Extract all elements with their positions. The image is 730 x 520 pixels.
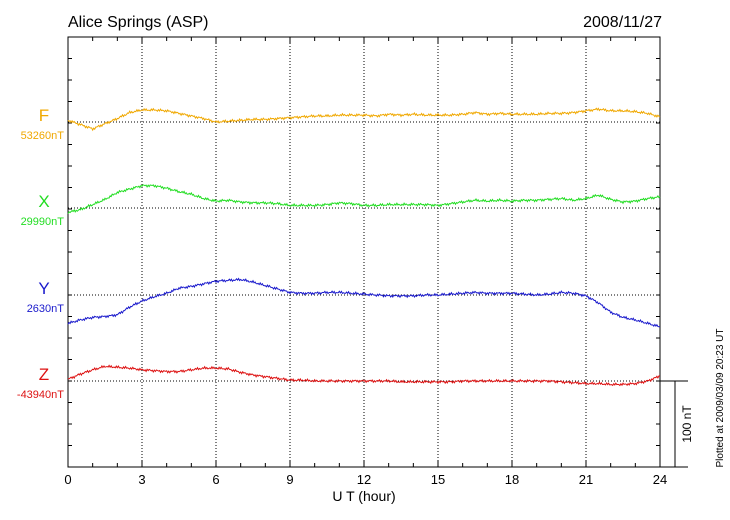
series-line-y — [67, 277, 661, 328]
series-name-f: F — [39, 106, 49, 125]
series-line-z — [67, 364, 661, 387]
scale-bar: 100 nT — [660, 380, 694, 468]
plot-frame — [67, 36, 661, 468]
series-baseline-label-x: 29990nT — [21, 216, 65, 228]
x-tick-labels: 0 3 6 9 12 15 18 21 24 — [64, 472, 667, 487]
x-tick-label-6: 6 — [212, 472, 219, 487]
series-name-y: Y — [38, 279, 49, 298]
x-tick-label-12: 12 — [357, 472, 371, 487]
scale-bar-label: 100 nT — [680, 405, 694, 443]
chart-date: 2008/11/27 — [583, 14, 662, 31]
series-baseline-label-y: 2630nT — [27, 303, 65, 315]
x-tick-label-15: 15 — [431, 472, 445, 487]
x-tick-label-0: 0 — [64, 472, 71, 487]
x-tick-label-3: 3 — [138, 472, 145, 487]
axis-ticks — [67, 36, 661, 468]
series-line-x — [67, 184, 661, 214]
x-tick-label-18: 18 — [505, 472, 519, 487]
series-line-f — [67, 107, 661, 132]
x-axis-label: U T (hour) — [332, 488, 395, 504]
series-name-z: Z — [39, 365, 49, 384]
x-tick-label-9: 9 — [286, 472, 293, 487]
grid-lines — [141, 37, 587, 467]
chart-title: Alice Springs (ASP) — [68, 14, 209, 31]
series-baseline-label-z: -43940nT — [17, 389, 64, 401]
x-tick-label-24: 24 — [653, 472, 667, 487]
series-labels: F 53260nT X 29990nT Y 2630nT Z -43940nT — [17, 106, 64, 401]
series-baseline-label-f: 53260nT — [21, 130, 65, 142]
plotted-note: Plotted at 2009/03/09 20:23 UT — [715, 329, 726, 468]
series-name-x: X — [38, 192, 49, 211]
series-lines — [67, 107, 661, 387]
x-tick-label-21: 21 — [579, 472, 593, 487]
